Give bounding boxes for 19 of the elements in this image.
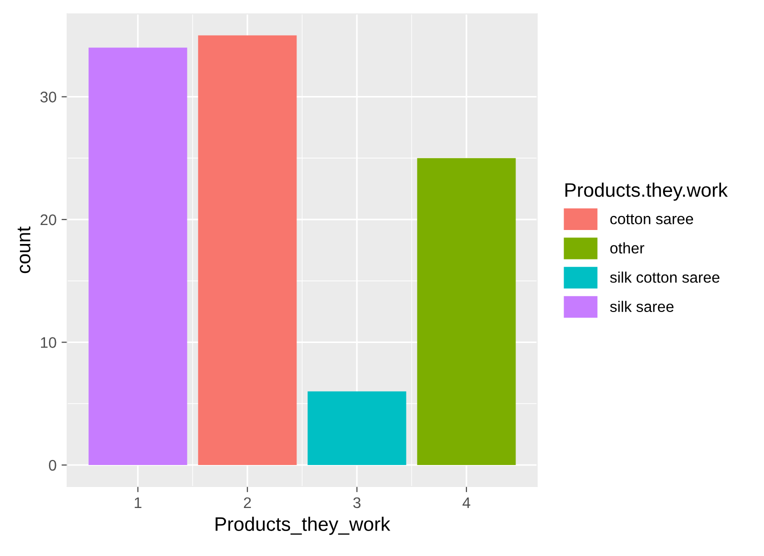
bar bbox=[308, 391, 406, 466]
x-tick-label: 2 bbox=[244, 497, 251, 508]
legend-title: Products.they.work bbox=[565, 182, 728, 201]
y-tick-label: 0 bbox=[48, 460, 56, 471]
legend-label: silk cotton saree bbox=[610, 272, 720, 283]
bar bbox=[88, 48, 188, 466]
y-axis-title: count bbox=[18, 226, 30, 274]
bar bbox=[417, 158, 516, 466]
x-tick-label: 3 bbox=[353, 497, 360, 508]
legend-label: cotton saree bbox=[610, 214, 694, 224]
bar bbox=[198, 35, 297, 466]
y-tick-label: 10 bbox=[40, 337, 56, 348]
x-axis-title: Products_they_work bbox=[216, 516, 390, 535]
y-tick-label: 20 bbox=[40, 214, 56, 226]
x-tick-label: 4 bbox=[462, 497, 470, 508]
y-tick-label: 30 bbox=[40, 92, 56, 102]
legend-label: silk saree bbox=[610, 300, 674, 312]
x-tick-label: 1 bbox=[134, 497, 142, 508]
legend-label: other bbox=[610, 242, 644, 254]
